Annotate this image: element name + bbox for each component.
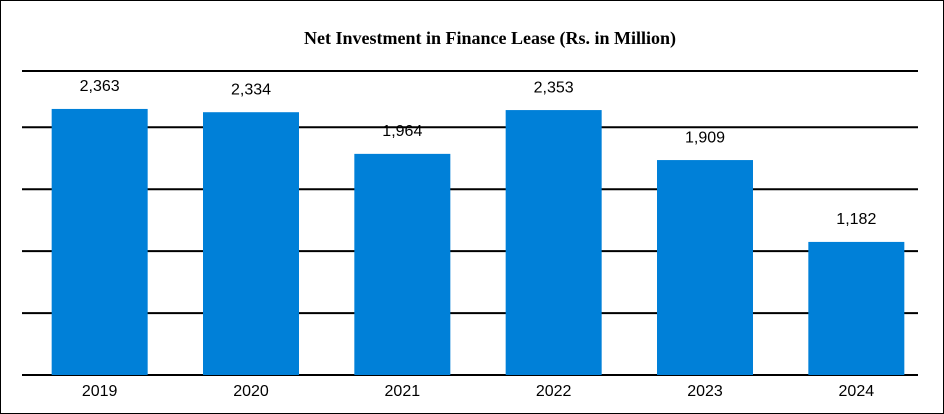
value-label: 2,363	[80, 78, 120, 95]
value-label: 1,182	[836, 211, 876, 228]
x-tick-label: 2020	[233, 383, 269, 400]
value-label: 2,353	[534, 79, 574, 96]
x-tick-label: 2022	[536, 383, 572, 400]
value-label: 1,909	[685, 129, 725, 146]
value-label: 1,964	[382, 123, 422, 140]
x-tick-label: 2021	[385, 383, 421, 400]
value-label: 2,334	[231, 81, 271, 98]
bar	[51, 108, 148, 376]
bar	[203, 112, 299, 375]
x-tick-label: 2023	[687, 383, 723, 400]
bar	[657, 160, 753, 375]
chart-title: Net Investment in Finance Lease (Rs. in …	[304, 28, 676, 49]
x-tick-label: 2019	[82, 383, 118, 400]
bar	[354, 153, 451, 375]
bar	[505, 110, 602, 375]
x-tick-label: 2024	[839, 383, 875, 400]
bar	[808, 241, 905, 375]
